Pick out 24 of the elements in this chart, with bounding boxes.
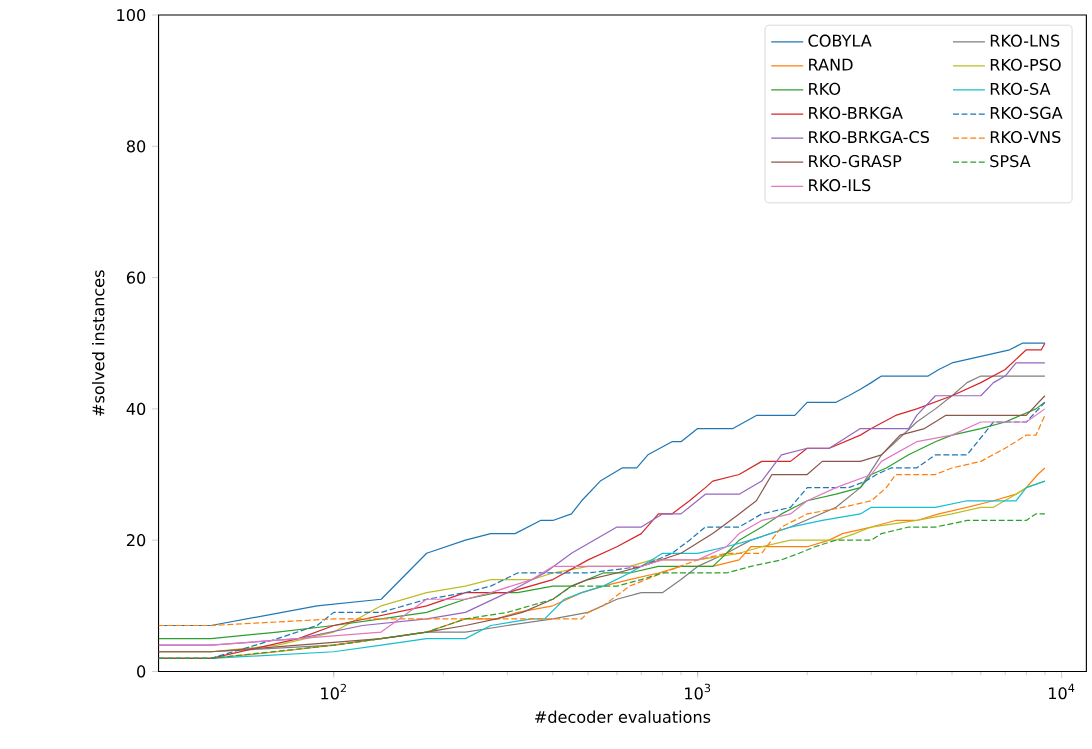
legend-label: RKO-PSO bbox=[990, 58, 1061, 71]
legend-label: RKO-SA bbox=[990, 82, 1051, 95]
legend-label: RKO-SGA bbox=[990, 106, 1063, 119]
x-tick-label: 10$^{2}$ bbox=[321, 683, 346, 700]
x-tick-label: 10$^{4}$ bbox=[1049, 683, 1075, 700]
y-tick-label: 0 bbox=[137, 665, 146, 678]
y-axis-title: #solved instances bbox=[92, 270, 105, 416]
y-tick-label: 20 bbox=[126, 533, 146, 547]
legend-label: SPSA bbox=[990, 154, 1031, 168]
y-tick-label: 60 bbox=[126, 271, 146, 284]
y-tick-label: 100 bbox=[117, 8, 146, 21]
legend-label: COBYLA bbox=[808, 34, 872, 47]
legend-label: RKO-ILS bbox=[809, 178, 871, 192]
legend-label: RKO bbox=[809, 82, 841, 95]
legend-label: RKO-LNS bbox=[990, 34, 1060, 47]
legend-label: RKO-VNS bbox=[990, 130, 1061, 143]
legend-label: RKO-BRKGA bbox=[809, 106, 903, 119]
x-axis-title: #decoder evaluations bbox=[535, 710, 711, 723]
x-tick-label: 10$^{3}$ bbox=[685, 683, 711, 700]
y-tick-label: 80 bbox=[126, 140, 146, 153]
y-tick-label: 40 bbox=[126, 402, 146, 415]
legend-label: RKO-BRKGA-CS bbox=[809, 130, 929, 143]
legend-label: RKO-GRASP bbox=[809, 154, 902, 168]
legend-label: RAND bbox=[809, 58, 853, 71]
